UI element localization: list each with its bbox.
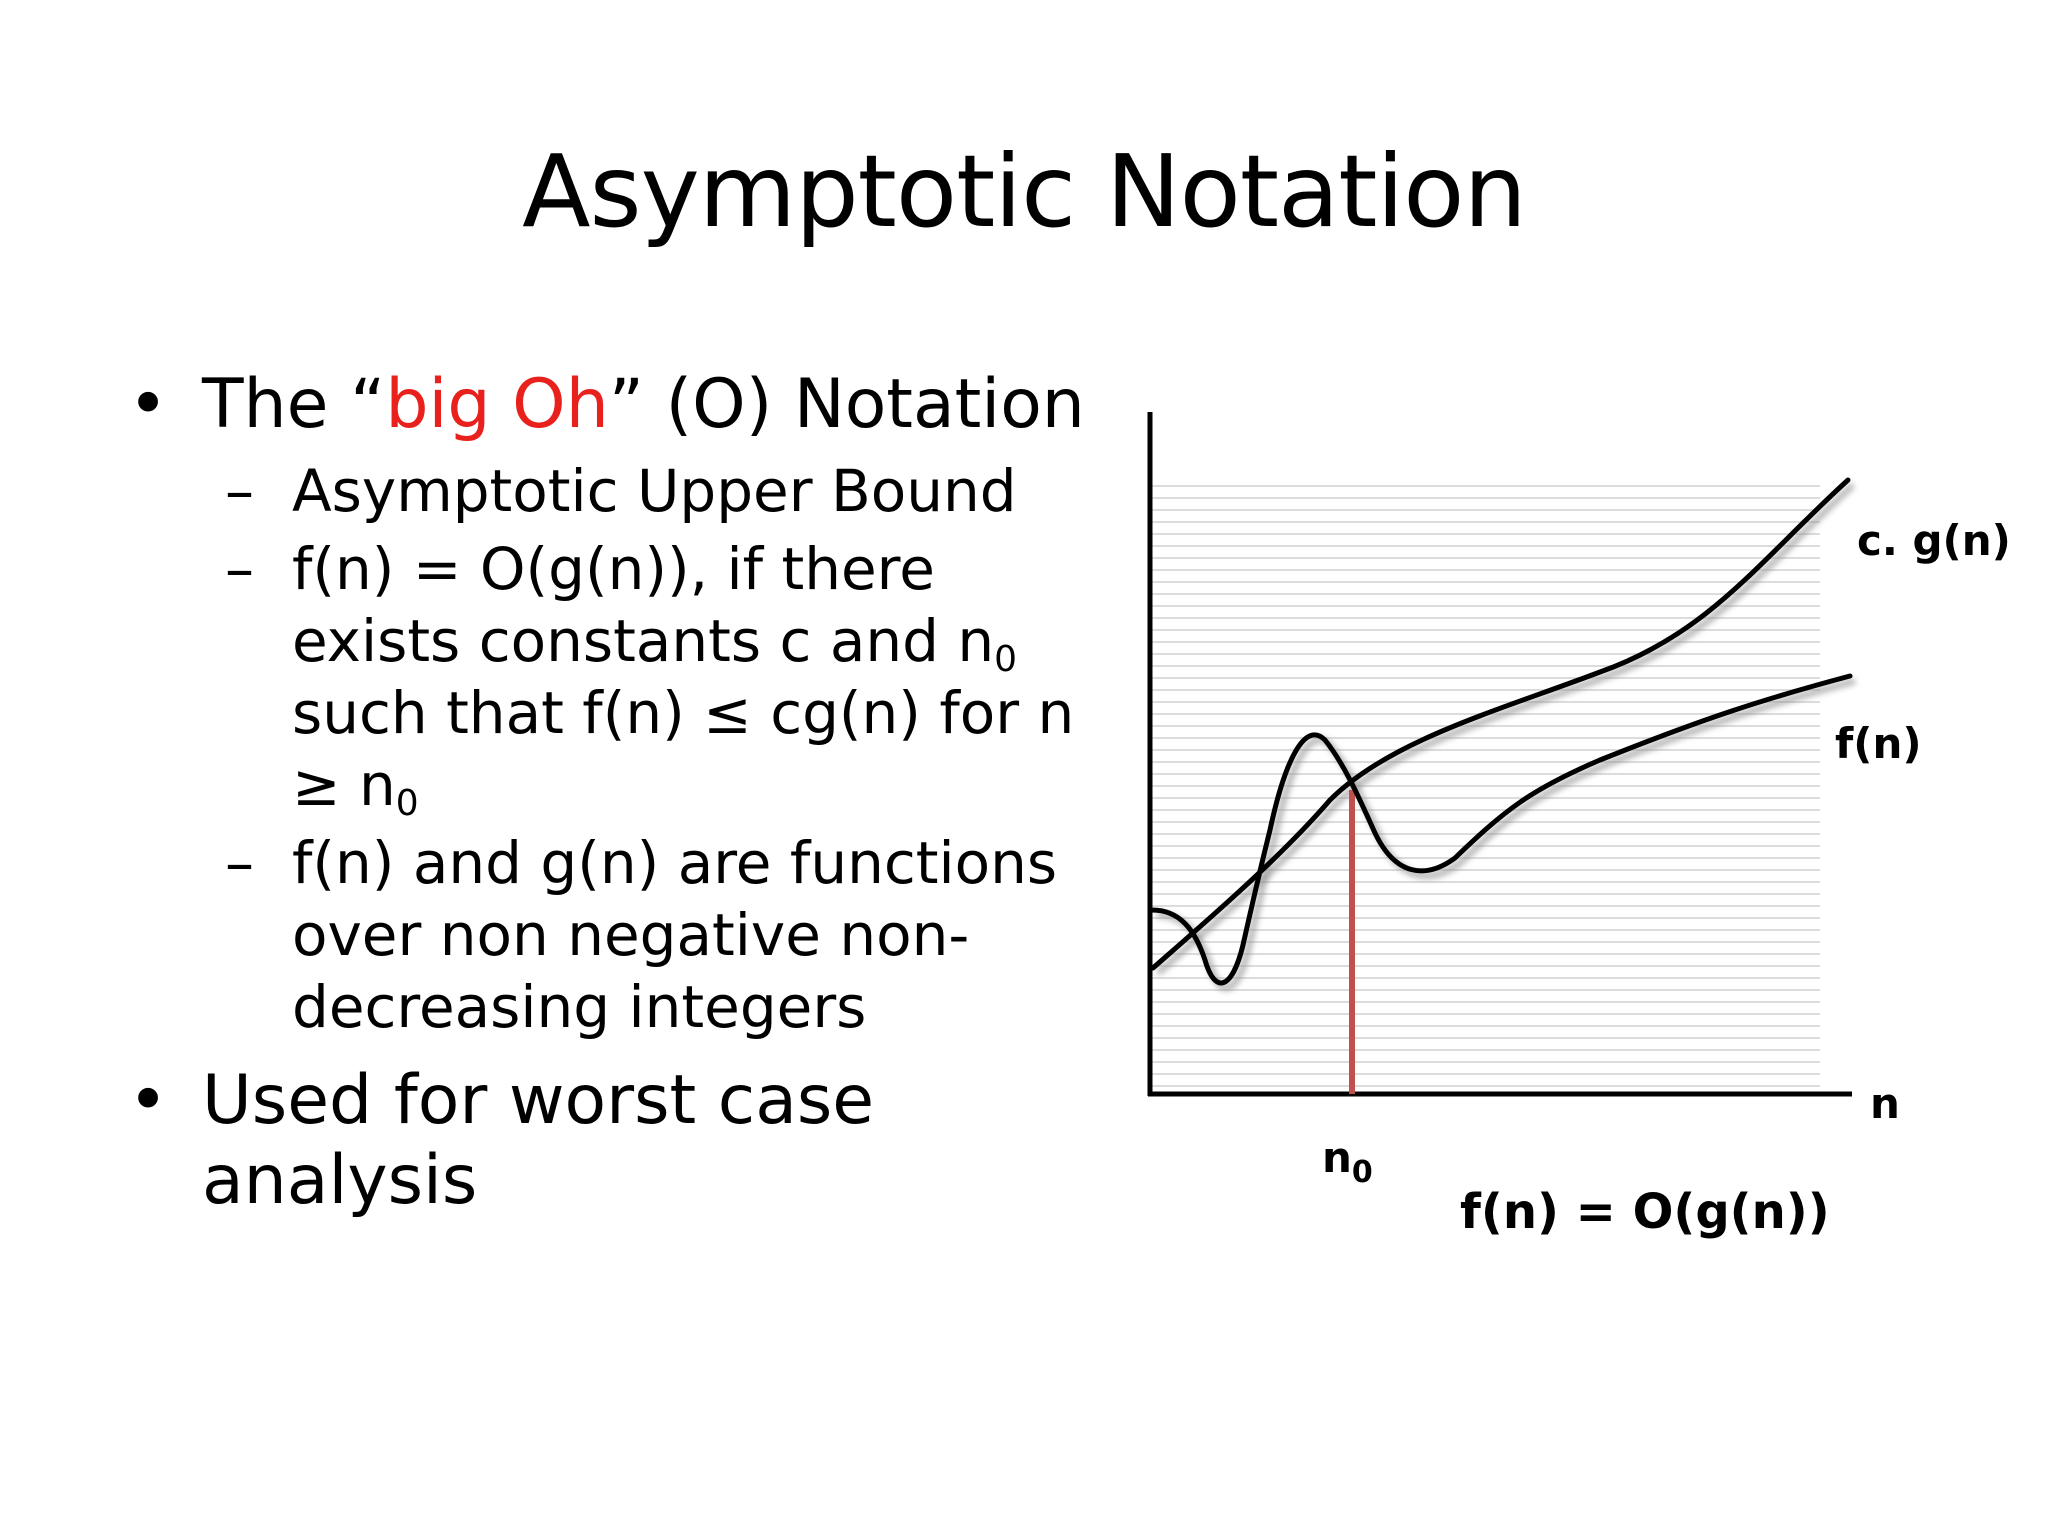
bullet-worst-case: • Used for worst case analysis	[120, 1061, 1100, 1221]
subbullet-upper-bound-text: Asymptotic Upper Bound	[292, 457, 1017, 525]
f-curve	[1149, 673, 1853, 986]
dash: –	[225, 829, 254, 897]
subbullet-functions: – f(n) and g(n) are functions over non n…	[120, 827, 1100, 1043]
bullet-dot: •	[128, 365, 169, 444]
n0-label-main: n	[1322, 1133, 1352, 1182]
bullet-worst-case-text: Used for worst case analysis	[202, 1061, 875, 1220]
dash: –	[225, 457, 254, 525]
bullet-big-oh-prefix: The “	[202, 365, 386, 444]
slide-title: Asymptotic Notation	[522, 133, 1527, 250]
subbullet-definition: – f(n) = O(g(n)), if there exists consta…	[120, 533, 1100, 825]
bullet-dot: •	[128, 1061, 169, 1140]
cg-curve	[1150, 477, 1851, 971]
bullet-big-oh: • The “big Oh” (O) Notation	[120, 365, 1100, 445]
dash: –	[225, 535, 254, 603]
bullet-big-oh-suffix: ” (O) Notation	[608, 365, 1085, 444]
n0-label: n0	[1322, 1133, 1373, 1190]
diagram-caption: f(n) = O(g(n))	[1460, 1184, 1830, 1240]
n0-label-sub: 0	[1352, 1155, 1373, 1190]
definition-sub-2: 0	[395, 783, 419, 825]
definition-sub-1: 0	[994, 639, 1018, 681]
x-axis-label: n	[1870, 1079, 1900, 1128]
definition-text-a: f(n) = O(g(n)), if there exists constant…	[292, 535, 995, 675]
subbullet-functions-text: f(n) and g(n) are functions over non neg…	[292, 829, 1058, 1041]
subbullet-upper-bound: – Asymptotic Upper Bound	[120, 455, 1100, 527]
f-label: f(n)	[1835, 719, 1922, 768]
cg-label: c. g(n)	[1857, 516, 2011, 565]
bullet-list: • The “big Oh” (O) Notation – Asymptotic…	[120, 365, 1100, 1221]
shaded-background	[1152, 478, 1820, 1092]
big-oh-highlight: big Oh	[385, 365, 609, 444]
definition-text-b: such that f(n) ≤ cg(n) for n ≥ n	[292, 679, 1075, 819]
